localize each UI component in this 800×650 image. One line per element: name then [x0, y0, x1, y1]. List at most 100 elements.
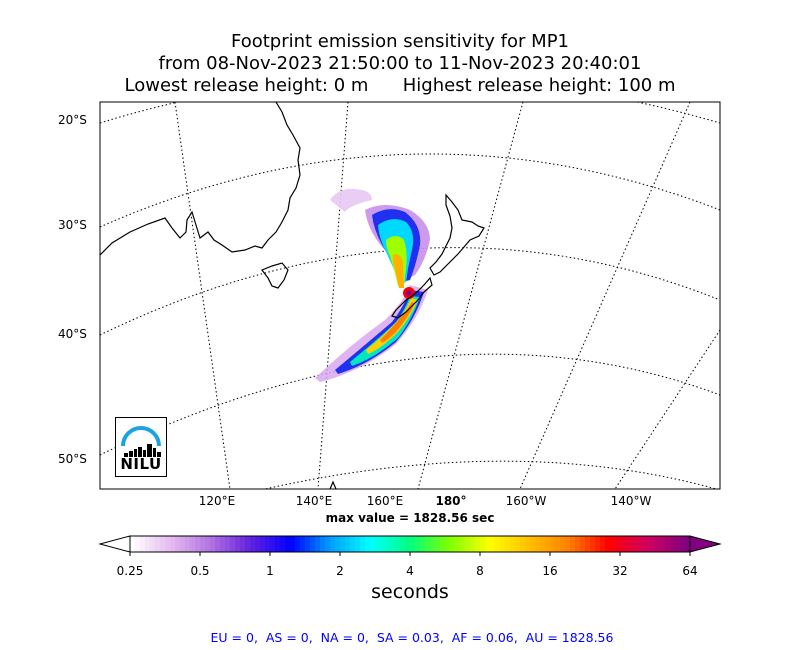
colorbar-segment — [320, 536, 326, 552]
colorbar-segment — [540, 536, 546, 552]
colorbar-segment — [545, 536, 551, 552]
colorbar-segment — [515, 536, 521, 552]
colorbar-segment — [270, 536, 276, 552]
colorbar-segment — [650, 536, 656, 552]
colorbar-segment — [210, 536, 216, 552]
colorbar-segment — [235, 536, 241, 552]
colorbar-segment — [470, 536, 476, 552]
nilu-logo-text: NILU — [120, 455, 162, 473]
tasmania-coastline — [261, 262, 289, 289]
colorbar-segment — [625, 536, 631, 552]
colorbar-segment — [385, 536, 391, 552]
colorbar-segment — [330, 536, 336, 552]
colorbar-segment — [290, 536, 296, 552]
colorbar-segment — [275, 536, 281, 552]
colorbar-segment — [195, 536, 201, 552]
colorbar-segment — [245, 536, 251, 552]
colorbar-segment — [255, 536, 261, 552]
nz-south-island — [391, 276, 433, 319]
colorbar-segment — [160, 536, 166, 552]
colorbar-segment — [135, 536, 141, 552]
colorbar-segment — [510, 536, 516, 552]
colorbar-segment — [435, 536, 441, 552]
colorbar-segment — [180, 536, 186, 552]
colorbar-segment — [605, 536, 611, 552]
colorbar-tick-2: 1 — [266, 564, 274, 578]
lon-label-140e: 140°E — [295, 494, 333, 508]
colorbar-segment — [285, 536, 291, 552]
colorbar-segment — [520, 536, 526, 552]
colorbar-segment — [355, 536, 361, 552]
colorbar-segment — [420, 536, 426, 552]
max-value-label: max value = 1828.56 sec — [325, 511, 495, 525]
colorbar-segment — [560, 536, 566, 552]
longitude-gridlines — [174, 102, 720, 489]
lon-label-120e: 120°E — [198, 494, 236, 508]
colorbar-segment — [310, 536, 316, 552]
colorbar-segment — [340, 536, 346, 552]
region-summary-footer: EU = 0, AS = 0, NA = 0, SA = 0.03, AF = … — [210, 630, 614, 645]
colorbar-segment — [675, 536, 681, 552]
colorbar-segment — [170, 536, 176, 552]
colorbar-tick-3: 2 — [336, 564, 344, 578]
colorbar-segment — [615, 536, 621, 552]
colorbar-segment — [585, 536, 591, 552]
colorbar-segment — [465, 536, 471, 552]
colorbar-segment — [620, 536, 626, 552]
colorbar-segment — [250, 536, 256, 552]
lon-label-160e: 160°E — [366, 494, 404, 508]
colorbar-segment — [220, 536, 226, 552]
colorbar-segment — [425, 536, 431, 552]
colorbar-segment — [570, 536, 576, 552]
colorbar-label: seconds — [371, 581, 449, 603]
lat-label-20s: 20°S — [58, 113, 87, 127]
colorbar-segment — [390, 536, 396, 552]
colorbar-segment — [300, 536, 306, 552]
colorbar-segment — [380, 536, 386, 552]
lat-label-40s: 40°S — [58, 327, 87, 341]
colorbar-segment — [280, 536, 286, 552]
colorbar-segment — [610, 536, 616, 552]
chart-title-line-1: Footprint emission sensitivity for MP1 — [230, 31, 569, 52]
colorbar-segment — [580, 536, 586, 552]
colorbar-tick-7: 32 — [612, 564, 628, 578]
map-frame — [99, 101, 721, 490]
colorbar-segment — [660, 536, 666, 552]
lat-label-30s: 30°S — [58, 218, 87, 232]
colorbar-segment — [370, 536, 376, 552]
chart-title-line-3: Lowest release height: 0 m Highest relea… — [124, 75, 676, 96]
colorbar-segment — [665, 536, 671, 552]
colorbar-segment — [630, 536, 636, 552]
colorbar-segment — [450, 536, 456, 552]
colorbar-segment — [200, 536, 206, 552]
colorbar-tick-8: 64 — [682, 564, 698, 578]
colorbar-tick-6: 16 — [542, 564, 558, 578]
colorbar-segment — [550, 536, 556, 552]
colorbar-tick-4: 4 — [406, 564, 414, 578]
colorbar-segment — [645, 536, 651, 552]
colorbar-segment — [400, 536, 406, 552]
colorbar-segment — [155, 536, 161, 552]
colorbar-segment — [165, 536, 171, 552]
colorbar-segment — [555, 536, 561, 552]
colorbar-segment — [430, 536, 436, 552]
colorbar-segment — [595, 536, 601, 552]
colorbar-segment — [145, 536, 151, 552]
colorbar-segment — [600, 536, 606, 552]
colorbar-segment — [575, 536, 581, 552]
colorbar-segment — [525, 536, 531, 552]
colorbar-tick-0: 0.25 — [116, 564, 144, 578]
colorbar-segment — [345, 536, 351, 552]
colorbar-segment — [410, 536, 416, 552]
colorbar-segment — [305, 536, 311, 552]
colorbar-segment — [295, 536, 301, 552]
lat-label-50s: 50°S — [58, 452, 87, 466]
colorbar-segment — [475, 536, 481, 552]
colorbar-segment — [395, 536, 401, 552]
colorbar-segment — [325, 536, 331, 552]
lon-label-140w: 140°W — [610, 494, 652, 508]
colorbar-segment — [140, 536, 146, 552]
colorbar-segment — [440, 536, 446, 552]
colorbar-segment — [445, 536, 451, 552]
colorbar-min-extend — [98, 535, 131, 553]
